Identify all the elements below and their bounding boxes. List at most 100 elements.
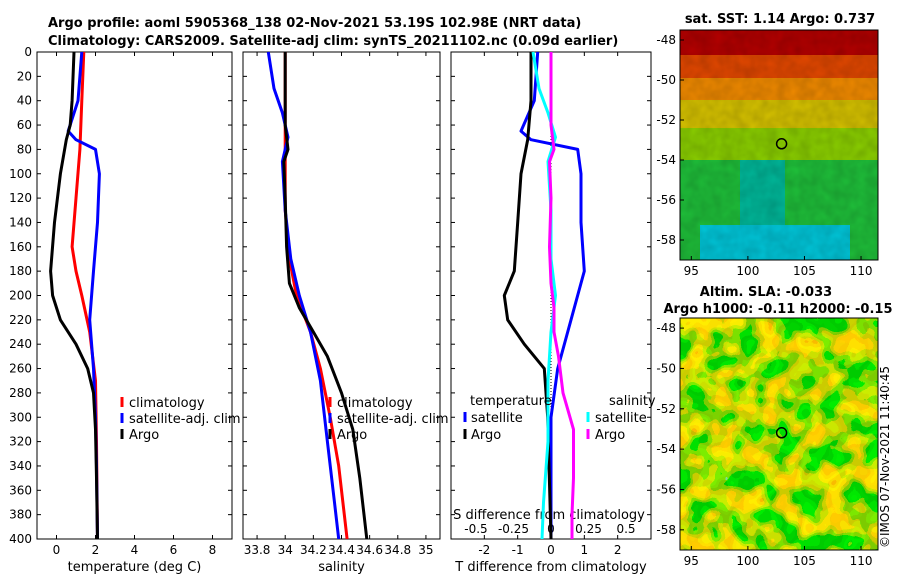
s-tick-label: -0.25 bbox=[498, 522, 529, 536]
map-y-tick-label: -56 bbox=[656, 482, 676, 496]
map-x-tick-label: 100 bbox=[736, 264, 759, 278]
x-tick-label: 0 bbox=[547, 543, 555, 557]
x-tick-label: 34.6 bbox=[356, 543, 383, 557]
map-y-tick-label: -50 bbox=[656, 361, 676, 375]
series-line-argo bbox=[282, 52, 369, 540]
series-line-argo bbox=[49, 51, 99, 540]
x-tick-label: 1 bbox=[581, 543, 589, 557]
x-tick-label: 0 bbox=[53, 543, 61, 557]
y-tick-label: 40 bbox=[17, 94, 32, 108]
y-tick-label: 240 bbox=[9, 337, 32, 351]
s-tick-label: 0.5 bbox=[616, 522, 635, 536]
legend-label: climatology bbox=[337, 396, 413, 411]
plot-frame bbox=[36, 51, 233, 540]
series-line-t-satellite bbox=[519, 51, 586, 539]
imos-watermark: ©IMOS 07-Nov-2021 11:40:45 bbox=[878, 366, 892, 548]
map-y-tick-label: -52 bbox=[656, 113, 676, 127]
sst-map-image bbox=[680, 30, 878, 260]
x-tick-label: 35 bbox=[418, 543, 433, 557]
sla-map-title-line2: Argo h1000: -0.11 h2000: -0.15 bbox=[663, 302, 892, 317]
x-tick-label: -2 bbox=[478, 543, 490, 557]
y-tick-label: 200 bbox=[9, 289, 32, 303]
x-tick-label: 33.8 bbox=[244, 543, 271, 557]
y-tick-label: 120 bbox=[9, 191, 32, 205]
legend-label: satellite-adj. clim bbox=[129, 412, 241, 427]
y-tick-label: 260 bbox=[9, 362, 32, 376]
map-y-tick-label: -54 bbox=[656, 153, 676, 167]
legend-label: Argo bbox=[471, 428, 501, 443]
y-tick-label: 380 bbox=[9, 508, 32, 522]
map-y-tick-label: -56 bbox=[656, 193, 676, 207]
difference-panel: -2 -1 0 1 2 T difference from climatology -0.5… bbox=[450, 51, 656, 575]
y-tick-label: 320 bbox=[9, 435, 32, 449]
argo-location-marker bbox=[775, 138, 788, 150]
y-tick-label: 300 bbox=[9, 410, 32, 424]
y-tick-label: 180 bbox=[9, 264, 32, 278]
sst-map-panel: sat. SST: 1.14 Argo: 0.737 95 100 105 110 -4… bbox=[656, 12, 879, 278]
sla-map-image bbox=[680, 318, 878, 550]
legend-label: Argo bbox=[595, 428, 625, 443]
x-axis-label: temperature (deg C) bbox=[68, 560, 202, 575]
x-axis-label: salinity bbox=[318, 560, 365, 575]
series-line-satellite-adj-clim bbox=[266, 51, 341, 540]
legend-label: Argo bbox=[337, 428, 367, 443]
temperature-panel: 0204060801001201401601802002202402602803… bbox=[9, 45, 241, 575]
legend-label: Argo bbox=[129, 428, 159, 443]
y-tick-label: 340 bbox=[9, 459, 32, 473]
y-tick-label: 20 bbox=[17, 69, 32, 83]
figure-title-line2: Climatology: CARS2009. Satellite-adj cli… bbox=[48, 34, 618, 49]
y-tick-label: 100 bbox=[9, 167, 32, 181]
map-y-tick-label: -58 bbox=[656, 523, 676, 537]
map-y-tick-label: -50 bbox=[656, 73, 676, 87]
legend-temperature-title: temperature bbox=[470, 394, 552, 409]
series-line-s-argo bbox=[548, 52, 575, 539]
map-x-tick-label: 100 bbox=[736, 554, 759, 568]
map-x-tick-label: 95 bbox=[684, 554, 699, 568]
map-x-tick-label: 105 bbox=[793, 554, 816, 568]
map-y-tick-label: -58 bbox=[656, 233, 676, 247]
y-tick-label: 0 bbox=[24, 45, 32, 59]
sla-map-title-line1: Altim. SLA: -0.033 bbox=[700, 285, 832, 300]
y-tick-label: 220 bbox=[9, 313, 32, 327]
map-y-tick-label: -48 bbox=[656, 33, 676, 47]
x-tick-label: 8 bbox=[209, 543, 217, 557]
s-tick-label: 0.25 bbox=[575, 522, 602, 536]
y-tick-label: 280 bbox=[9, 386, 32, 400]
x-tick-label: 34.2 bbox=[300, 543, 327, 557]
map-y-tick-label: -54 bbox=[656, 442, 676, 456]
y-tick-label: 400 bbox=[9, 532, 32, 546]
legend-label: satellite bbox=[471, 411, 523, 426]
x-tick-label: 34.8 bbox=[384, 543, 411, 557]
x-tick-label: -1 bbox=[512, 543, 524, 557]
map-x-tick-label: 95 bbox=[684, 264, 699, 278]
y-tick-label: 80 bbox=[17, 142, 32, 156]
x-tick-label: 2 bbox=[92, 543, 100, 557]
map-x-tick-label: 105 bbox=[793, 264, 816, 278]
legend-label: satellite-adj. clim bbox=[337, 412, 449, 427]
plot-frame bbox=[242, 51, 441, 540]
legend-salinity-title: salinity bbox=[609, 394, 656, 409]
y-tick-label: 140 bbox=[9, 215, 32, 229]
map-y-tick-label: -48 bbox=[656, 321, 676, 335]
y-tick-label: 160 bbox=[9, 240, 32, 254]
sst-map-title: sat. SST: 1.14 Argo: 0.737 bbox=[685, 12, 875, 27]
map-y-tick-label: -52 bbox=[656, 402, 676, 416]
x-tick-label: 6 bbox=[170, 543, 178, 557]
legend-label: climatology bbox=[129, 396, 205, 411]
y-tick-label: 360 bbox=[9, 483, 32, 497]
x-tick-label: 34.4 bbox=[328, 543, 355, 557]
map-x-tick-label: 110 bbox=[850, 554, 873, 568]
x-tick-label: 34 bbox=[278, 543, 293, 557]
y-tick-label: 60 bbox=[17, 118, 32, 132]
figure-title-line1: Argo profile: aoml 5905368_138 02-Nov-20… bbox=[48, 16, 581, 31]
s-tick-label: -0.5 bbox=[464, 522, 487, 536]
series-line-t-argo bbox=[502, 52, 553, 540]
x-tick-label: 4 bbox=[131, 543, 139, 557]
argo-location-marker bbox=[775, 427, 788, 439]
map-x-tick-label: 110 bbox=[850, 264, 873, 278]
x-tick-label: 2 bbox=[614, 543, 622, 557]
legend-label: satellite bbox=[595, 411, 647, 426]
sla-map-panel: Altim. SLA: -0.033 Argo h1000: -0.11 h20… bbox=[656, 285, 892, 568]
